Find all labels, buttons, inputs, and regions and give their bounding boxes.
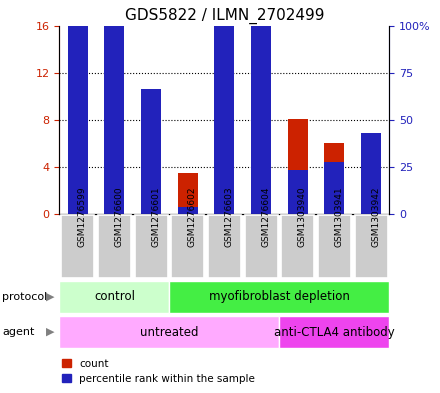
Bar	[361, 133, 381, 214]
Text: ▶: ▶	[46, 292, 55, 302]
Text: GSM1276600: GSM1276600	[114, 186, 123, 247]
FancyBboxPatch shape	[169, 281, 389, 313]
Text: GSM1276603: GSM1276603	[224, 186, 233, 247]
Bar	[141, 89, 161, 214]
Bar	[68, 0, 88, 214]
FancyBboxPatch shape	[208, 215, 241, 278]
Text: GSM1303941: GSM1303941	[334, 186, 343, 247]
Bar	[104, 57, 125, 214]
Bar	[324, 143, 345, 214]
Bar	[288, 170, 308, 214]
Text: GSM1276602: GSM1276602	[188, 187, 197, 247]
FancyBboxPatch shape	[279, 316, 389, 348]
Bar	[251, 55, 271, 214]
Text: GSM1276599: GSM1276599	[78, 186, 87, 247]
FancyBboxPatch shape	[59, 316, 279, 348]
FancyBboxPatch shape	[171, 215, 204, 278]
FancyBboxPatch shape	[281, 215, 314, 278]
Bar	[361, 138, 381, 214]
Legend: count, percentile rank within the sample: count, percentile rank within the sample	[62, 359, 255, 384]
Bar	[288, 119, 308, 214]
FancyBboxPatch shape	[59, 281, 169, 313]
FancyBboxPatch shape	[135, 215, 168, 278]
Text: protocol: protocol	[2, 292, 48, 302]
Bar	[214, 0, 235, 214]
FancyBboxPatch shape	[355, 215, 388, 278]
Title: GDS5822 / ILMN_2702499: GDS5822 / ILMN_2702499	[125, 8, 324, 24]
Text: GSM1276601: GSM1276601	[151, 186, 160, 247]
FancyBboxPatch shape	[245, 215, 278, 278]
Text: myofibroblast depletion: myofibroblast depletion	[209, 290, 350, 303]
Text: GSM1303940: GSM1303940	[298, 186, 307, 247]
Bar	[324, 162, 345, 214]
Text: untreated: untreated	[140, 325, 198, 339]
Bar	[178, 207, 198, 214]
Text: GSM1303942: GSM1303942	[371, 187, 380, 247]
Text: agent: agent	[2, 327, 35, 337]
Bar	[141, 166, 161, 214]
FancyBboxPatch shape	[61, 215, 94, 278]
Bar	[214, 51, 235, 214]
Bar	[251, 0, 271, 214]
Text: ▶: ▶	[46, 327, 55, 337]
Bar	[104, 15, 125, 214]
Bar	[68, 35, 88, 214]
Text: anti-CTLA4 antibody: anti-CTLA4 antibody	[274, 325, 395, 339]
Bar	[178, 173, 198, 214]
Text: control: control	[94, 290, 135, 303]
FancyBboxPatch shape	[318, 215, 351, 278]
FancyBboxPatch shape	[98, 215, 131, 278]
Text: GSM1276604: GSM1276604	[261, 187, 270, 247]
